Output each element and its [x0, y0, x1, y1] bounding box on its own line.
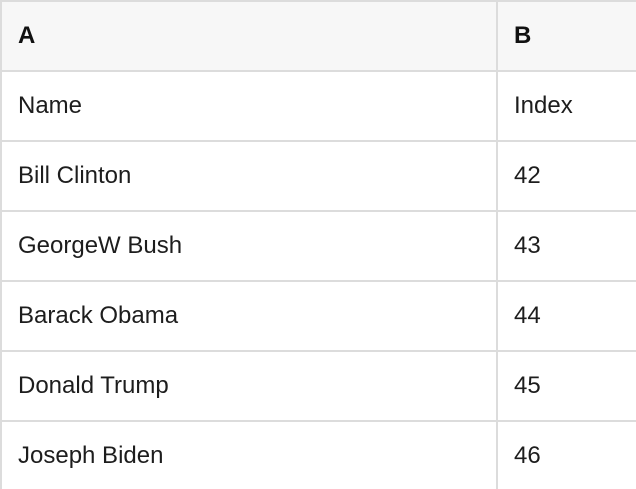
cell-index[interactable]: 46 [498, 420, 636, 489]
cell-index[interactable]: Index [498, 70, 636, 140]
cell-index[interactable]: 42 [498, 140, 636, 210]
cell-name[interactable]: Name [0, 70, 498, 140]
table-row: Name Index [0, 70, 636, 140]
cell-name[interactable]: GeorgeW Bush [0, 210, 498, 280]
column-header-b[interactable]: B [498, 0, 636, 70]
cell-name[interactable]: Joseph Biden [0, 420, 498, 489]
cell-name[interactable]: Barack Obama [0, 280, 498, 350]
table-row: Barack Obama 44 [0, 280, 636, 350]
table-row: Joseph Biden 46 [0, 420, 636, 489]
column-header-row: A B [0, 0, 636, 70]
column-header-a[interactable]: A [0, 0, 498, 70]
cell-index[interactable]: 45 [498, 350, 636, 420]
cell-index[interactable]: 43 [498, 210, 636, 280]
cell-name[interactable]: Donald Trump [0, 350, 498, 420]
cell-name[interactable]: Bill Clinton [0, 140, 498, 210]
table-row: Bill Clinton 42 [0, 140, 636, 210]
table-row: GeorgeW Bush 43 [0, 210, 636, 280]
table-row: Donald Trump 45 [0, 350, 636, 420]
cell-index[interactable]: 44 [498, 280, 636, 350]
